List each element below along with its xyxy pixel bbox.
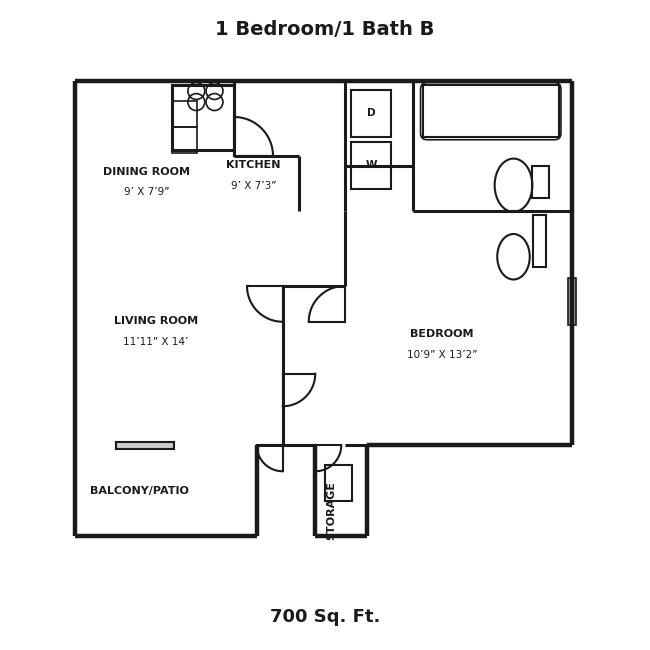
Text: KITCHEN: KITCHEN bbox=[226, 160, 281, 170]
Bar bbox=[172, 127, 197, 153]
Bar bbox=[533, 214, 546, 266]
Text: BALCONY/PATIO: BALCONY/PATIO bbox=[90, 486, 189, 496]
Bar bbox=[351, 142, 391, 188]
Bar bbox=[351, 90, 391, 136]
Text: 9’ X 7’3”: 9’ X 7’3” bbox=[231, 181, 276, 191]
Bar bbox=[172, 101, 197, 127]
Bar bbox=[172, 84, 234, 150]
Text: 11’11” X 14’: 11’11” X 14’ bbox=[124, 337, 188, 347]
Bar bbox=[325, 465, 352, 500]
Text: 10’9” X 13’2”: 10’9” X 13’2” bbox=[407, 350, 477, 360]
Bar bbox=[422, 84, 559, 136]
Text: 9’ X 7’9”: 9’ X 7’9” bbox=[124, 187, 169, 198]
Text: DINING ROOM: DINING ROOM bbox=[103, 166, 190, 177]
Bar bbox=[532, 166, 549, 198]
Text: LIVING ROOM: LIVING ROOM bbox=[114, 316, 198, 326]
Text: 700 Sq. Ft.: 700 Sq. Ft. bbox=[270, 608, 380, 627]
Text: W: W bbox=[365, 160, 377, 170]
Text: STORAGE: STORAGE bbox=[326, 481, 337, 540]
Text: 1 Bedroom/1 Bath B: 1 Bedroom/1 Bath B bbox=[215, 20, 435, 39]
Text: D: D bbox=[367, 108, 376, 118]
Text: BEDROOM: BEDROOM bbox=[410, 329, 474, 339]
Bar bbox=[568, 278, 576, 325]
Bar bbox=[116, 442, 174, 448]
